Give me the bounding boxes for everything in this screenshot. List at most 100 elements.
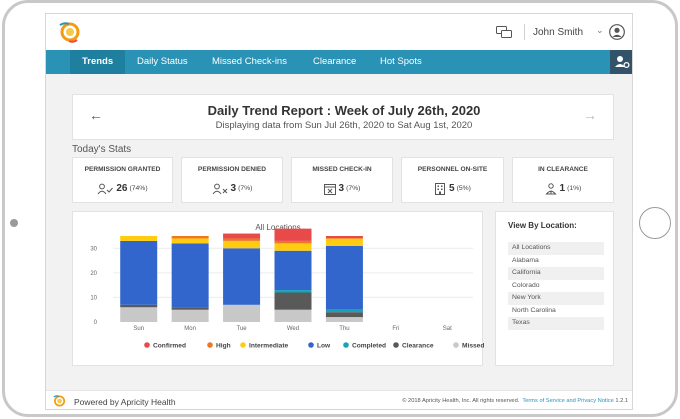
bar-segment-clearance <box>325 312 363 318</box>
bar-segment-completed <box>325 309 363 313</box>
bar-segment-intermediate <box>171 238 209 244</box>
chart-card: All Locations 0 10 20 30 Sun Mon Tue Wed Thu Fri Sa… <box>72 211 484 366</box>
stat-title: PERMISSION GRANTED <box>84 166 161 173</box>
bar-segment-clearance <box>120 304 158 308</box>
tab-clearance[interactable]: Clearance <box>313 56 357 67</box>
stat-percent: (7%) <box>346 185 361 193</box>
bar-segment-low <box>325 245 363 310</box>
next-week-arrow-icon[interactable]: → <box>583 107 597 123</box>
location-panel: View By Location: All Locations Alabama … <box>495 211 614 366</box>
stat-permission-denied[interactable]: PERMISSION DENIED 3 (7%) <box>181 157 283 203</box>
legend-swatch <box>207 342 213 348</box>
bar-segment-high <box>171 236 209 239</box>
top-bar: John Smith ⌄ <box>46 14 632 50</box>
legend-swatch <box>343 342 349 348</box>
location-item-colorado[interactable]: Colorado <box>512 281 540 289</box>
footer-legal: © 2018 Apricity Health, Inc. All rights … <box>402 398 628 404</box>
bar-segment-missed <box>171 309 209 322</box>
stat-permission-granted[interactable]: PERMISSION GRANTED 26 (74%) <box>72 157 173 203</box>
tab-trends[interactable]: Trends <box>70 50 126 74</box>
tab-hot-spots[interactable]: Hot Spots <box>380 56 422 67</box>
stat-missed-check-in[interactable]: MISSED CHECK-IN 3 (7%) <box>291 157 393 203</box>
bar-segment-missed <box>120 307 158 322</box>
stat-value: 3 <box>338 183 345 195</box>
report-title: Daily Trend Report : Week of July 26th, … <box>207 103 481 118</box>
location-item-alabama[interactable]: Alabama <box>512 256 539 264</box>
stat-percent: (1%) <box>567 185 582 193</box>
camera-dot <box>10 219 18 227</box>
x-tick-label: Fri <box>392 326 399 332</box>
tab-daily-status[interactable]: Daily Status <box>137 56 188 67</box>
stat-personnel-on-site[interactable]: PERSONNEL ON-SITE 5 (5%) <box>401 157 504 203</box>
stat-in-clearance[interactable]: IN CLEARANCE 1 (1%) <box>512 157 614 203</box>
stats-label: Today's Stats <box>72 144 132 155</box>
legend-label: Low <box>317 343 331 350</box>
bar-segment-missed <box>223 304 261 322</box>
bar-segment-intermediate <box>120 236 158 241</box>
footer: Powered by Apricity Health © 2018 Aprici… <box>46 390 632 409</box>
report-header: ← Daily Trend Report : Week of July 26th… <box>72 94 614 140</box>
bar-segment-high <box>274 240 312 244</box>
location-panel-title: View By Location: <box>508 221 577 230</box>
legend-label: Confirmed <box>153 343 186 350</box>
y-tick-label: 30 <box>90 246 97 252</box>
location-item-all[interactable]: All Locations <box>508 242 604 255</box>
user-gear-icon <box>615 56 630 69</box>
tab-missed-check-ins[interactable]: Missed Check-ins <box>212 56 287 67</box>
legend-swatch <box>308 342 314 348</box>
x-tick-label: Tue <box>237 326 248 332</box>
terms-privacy-link[interactable]: Terms of Service and Privacy Notice <box>522 398 614 404</box>
legend-label: Missed <box>462 343 484 350</box>
bar-segment-confirmed <box>274 228 312 241</box>
home-button[interactable] <box>639 207 671 239</box>
copyright-text: © 2018 Apricity Health, Inc. All rights … <box>402 398 520 404</box>
location-item-texas[interactable]: Texas <box>508 317 604 330</box>
chevron-down-icon[interactable]: ⌄ <box>596 25 604 35</box>
chat-icon[interactable] <box>496 26 512 39</box>
y-tick-label: 20 <box>90 271 97 277</box>
user-avatar-icon[interactable] <box>609 24 625 40</box>
location-item-new-york[interactable]: New York <box>508 292 604 305</box>
prev-week-arrow-icon[interactable]: ← <box>89 107 103 123</box>
stat-value: 5 <box>449 183 455 195</box>
stat-percent: (5%) <box>456 185 471 193</box>
stat-title: MISSED CHECK-IN <box>312 166 372 173</box>
bar-segment-confirmed <box>223 233 261 239</box>
bar-segment-low <box>274 250 312 291</box>
x-tick-label: Sun <box>133 326 144 332</box>
report-subtitle: Displaying data from Sun Jul 26th, 2020 … <box>215 120 473 131</box>
bar-segment-intermediate <box>325 238 363 246</box>
location-item-california[interactable]: California <box>508 267 604 280</box>
chart-title: All Locations <box>255 223 300 232</box>
calendar-x-icon <box>323 183 336 195</box>
legend-label: High <box>216 343 231 350</box>
user-name[interactable]: John Smith <box>533 27 584 38</box>
divider <box>524 24 525 40</box>
y-tick-label: 10 <box>90 295 97 301</box>
location-item-north-carolina[interactable]: North Carolina <box>512 306 556 314</box>
x-tick-label: Thu <box>339 326 349 332</box>
stat-value: 3 <box>230 183 237 195</box>
app-screen: John Smith ⌄ Trends Daily Status Missed … <box>45 13 633 410</box>
x-tick-label: Mon <box>184 326 196 332</box>
stat-percent: (7%) <box>238 185 253 193</box>
x-tick-label: Wed <box>287 326 299 332</box>
bar-segment-missed <box>274 309 312 322</box>
apricity-logo-icon <box>59 22 80 43</box>
bar-segment-low <box>223 248 261 305</box>
stat-percent: (74%) <box>129 185 148 193</box>
bar-segment-clearance <box>274 292 312 310</box>
stat-value: 1 <box>559 183 566 195</box>
legend-swatch <box>453 342 459 348</box>
x-tick-label: Sat <box>443 326 452 332</box>
user-settings-button[interactable] <box>610 50 632 74</box>
stat-value: 26 <box>116 183 128 195</box>
apricity-logo-icon <box>53 395 66 407</box>
main-nav: Trends Daily Status Missed Check-ins Cle… <box>46 50 632 74</box>
stat-title: PERMISSION DENIED <box>197 166 267 173</box>
y-tick-label: 0 <box>94 320 98 326</box>
stacked-bar-chart: All Locations 0 10 20 30 Sun Mon Tue Wed Thu Fri Sa… <box>90 223 484 350</box>
legend-label: Intermediate <box>249 343 289 350</box>
location-list: All Locations Alabama California Colorad… <box>508 242 604 330</box>
